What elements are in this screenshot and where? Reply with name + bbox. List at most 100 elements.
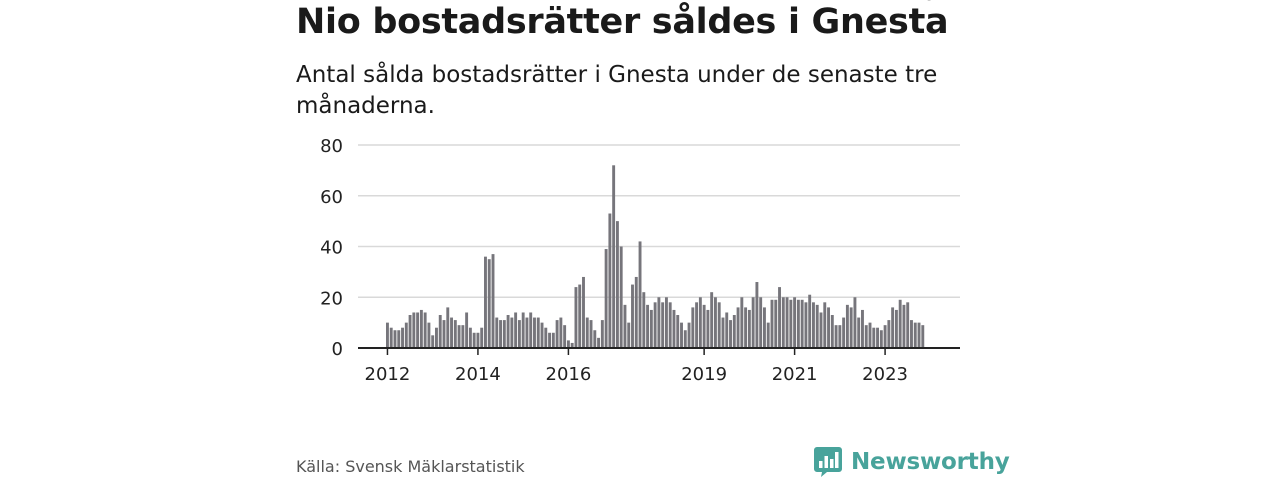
bar [740, 297, 744, 348]
bar [423, 312, 427, 348]
bar [604, 249, 608, 348]
bar [646, 304, 650, 348]
bar [744, 307, 748, 348]
bar [619, 246, 623, 348]
bar [751, 297, 755, 348]
bar [574, 287, 578, 348]
bar [589, 320, 593, 348]
bar [472, 332, 476, 348]
bar [778, 287, 781, 348]
bar [868, 322, 872, 349]
bar [766, 322, 770, 349]
bar [438, 315, 442, 348]
bar [861, 309, 864, 348]
y-tick-label: 60 [320, 187, 343, 208]
bar [397, 330, 401, 348]
bar [819, 312, 823, 348]
bar [717, 302, 721, 348]
bar [506, 315, 510, 348]
bar [536, 317, 540, 348]
bar [431, 335, 435, 348]
source-note: Källa: Svensk Mäklarstatistik [296, 457, 525, 476]
bar [404, 322, 408, 349]
x-tick-label: 2021 [772, 364, 818, 385]
bar [597, 337, 601, 348]
bar [808, 294, 812, 348]
bar [887, 320, 891, 348]
bar [872, 327, 876, 348]
bar [499, 320, 502, 348]
bar [521, 312, 525, 348]
bar [695, 302, 699, 348]
bar [680, 322, 683, 349]
bar [891, 307, 895, 348]
bar [393, 330, 397, 348]
bar [446, 307, 450, 348]
bar [623, 304, 627, 348]
bar [563, 325, 567, 348]
bar [638, 241, 642, 348]
bar [627, 322, 631, 349]
bar [668, 302, 672, 348]
bar [812, 302, 815, 348]
bar [427, 322, 431, 349]
bar [510, 317, 514, 348]
y-tick-label: 40 [320, 238, 343, 259]
bar [514, 312, 518, 348]
bar [578, 284, 582, 348]
bar [642, 292, 646, 348]
bar [585, 317, 589, 348]
bar [570, 342, 574, 348]
bar [555, 320, 559, 348]
bar [502, 320, 506, 348]
bar [827, 307, 830, 348]
bar [804, 302, 808, 348]
bar [842, 317, 846, 348]
bar [457, 325, 461, 348]
bar [830, 315, 834, 348]
bar [849, 307, 853, 348]
y-tick-label: 80 [320, 136, 343, 157]
bar [487, 259, 491, 348]
bar [770, 299, 774, 348]
bar [732, 315, 736, 348]
bar [435, 327, 438, 348]
bar [917, 322, 921, 349]
newsworthy-brand[interactable]: Newsworthy [814, 447, 1010, 477]
bar [525, 317, 529, 348]
bar [661, 302, 665, 348]
bar [416, 312, 420, 348]
bar [736, 307, 740, 348]
bar [529, 312, 533, 348]
bar [913, 322, 917, 349]
bar [484, 256, 487, 348]
bar [593, 330, 597, 348]
bar [687, 322, 691, 349]
newsworthy-logo-icon [814, 447, 842, 477]
bar [566, 340, 570, 348]
bar [453, 320, 457, 348]
bar [408, 315, 412, 348]
x-tick-label: 2019 [681, 364, 727, 385]
bar [793, 297, 797, 348]
bar [815, 304, 819, 348]
bar [910, 320, 913, 348]
bar [389, 327, 393, 348]
bar [883, 325, 887, 348]
bar [676, 315, 680, 348]
bar [672, 309, 676, 348]
bar [789, 299, 793, 348]
x-tick-label: 2014 [455, 364, 501, 385]
bar [721, 317, 725, 348]
bar [800, 299, 804, 348]
bar [664, 297, 668, 348]
bar [612, 165, 616, 348]
bar [615, 221, 619, 349]
bar [401, 327, 404, 348]
bar [706, 309, 710, 348]
y-tick-label: 0 [332, 339, 343, 360]
bar [412, 312, 416, 348]
bar [476, 332, 480, 348]
